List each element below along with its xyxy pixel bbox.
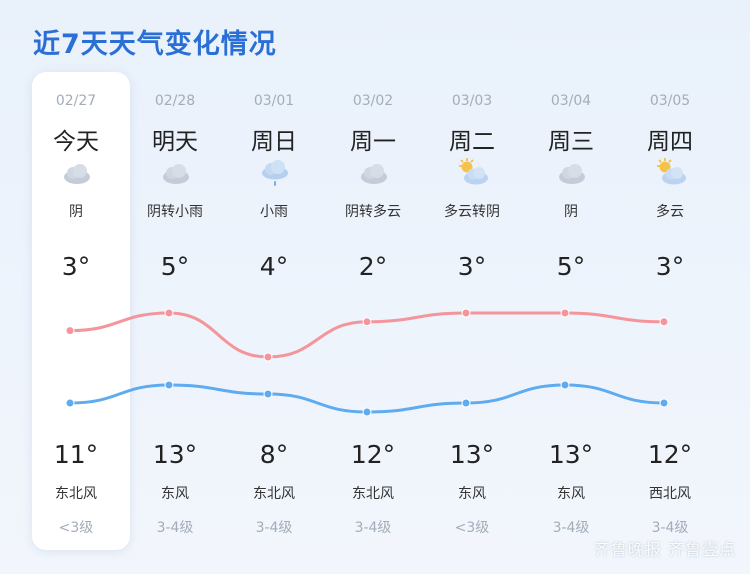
low-temp-point-4 <box>461 398 471 408</box>
day-date: 03/01 <box>253 93 295 109</box>
day-low-temp: 13° <box>449 440 495 469</box>
day-high-temp: 3° <box>61 252 91 281</box>
day-name: 明天 <box>152 129 198 155</box>
day-wind-direction: 东风 <box>458 486 486 502</box>
day-column-1[interactable]: 02/28 明天 阴转小雨 5° 13° 东风 3-4级 <box>125 0 225 574</box>
low-temp-point-5 <box>560 380 570 390</box>
day-high-temp: 2° <box>358 252 388 281</box>
day-condition: 阴 <box>69 204 83 220</box>
day-condition: 阴 <box>564 204 578 220</box>
cloudy-icon <box>60 156 94 190</box>
day-high-temp: 5° <box>160 252 190 281</box>
partly-cloudy-icon <box>654 156 688 190</box>
day-wind-level: 3-4级 <box>354 520 392 536</box>
day-wind-level: <3级 <box>58 520 94 536</box>
high-temp-point-6 <box>659 317 669 327</box>
day-date: 03/04 <box>550 93 592 109</box>
day-column-0[interactable]: 02/27 今天 阴 3° 11° 东北风 <3级 <box>26 0 126 574</box>
light-rain-icon <box>258 156 292 190</box>
day-date: 02/28 <box>154 93 196 109</box>
watermark: 齐鲁晚报 齐鲁壹点 <box>593 540 736 559</box>
high-temp-point-1 <box>164 308 174 318</box>
day-date: 03/03 <box>451 93 493 109</box>
day-wind-direction: 西北风 <box>649 486 691 502</box>
day-wind-level: 3-4级 <box>552 520 590 536</box>
day-high-temp: 3° <box>457 252 487 281</box>
day-date: 02/27 <box>55 93 97 109</box>
day-wind-direction: 东风 <box>557 486 585 502</box>
day-wind-direction: 东风 <box>161 486 189 502</box>
low-temp-point-1 <box>164 380 174 390</box>
day-column-3[interactable]: 03/02 周一 阴转多云 2° 12° 东北风 3-4级 <box>323 0 423 574</box>
cloudy-icon <box>357 156 391 190</box>
day-low-temp: 8° <box>259 440 289 469</box>
day-date: 03/05 <box>649 93 691 109</box>
day-wind-direction: 东北风 <box>55 486 97 502</box>
cloudy-icon <box>159 156 193 190</box>
day-high-temp: 4° <box>259 252 289 281</box>
day-low-temp: 12° <box>647 440 693 469</box>
day-date: 03/02 <box>352 93 394 109</box>
day-condition: 多云转阴 <box>444 204 500 220</box>
high-temp-point-2 <box>263 352 273 362</box>
today-highlight-card[interactable] <box>32 72 130 550</box>
day-low-temp: 13° <box>548 440 594 469</box>
day-name: 周二 <box>449 129 495 155</box>
day-low-temp: 11° <box>53 440 99 469</box>
day-low-temp: 13° <box>152 440 198 469</box>
day-high-temp: 5° <box>556 252 586 281</box>
day-name: 今天 <box>53 129 99 155</box>
day-wind-level: 3-4级 <box>156 520 194 536</box>
day-wind-direction: 东北风 <box>352 486 394 502</box>
day-column-2[interactable]: 03/01 周日 小雨 4° 8° 东北风 3-4级 <box>224 0 324 574</box>
day-wind-level: 3-4级 <box>255 520 293 536</box>
day-column-4[interactable]: 03/03 周二 多云转阴 3° 13° 东风 <3级 <box>422 0 522 574</box>
high-temp-point-5 <box>560 308 570 318</box>
low-temp-point-0 <box>65 398 75 408</box>
low-temp-point-3 <box>362 407 372 417</box>
high-temp-point-4 <box>461 308 471 318</box>
partly-cloudy-icon <box>456 156 490 190</box>
day-name: 周一 <box>350 129 396 155</box>
day-column-5[interactable]: 03/04 周三 阴 5° 13° 东风 3-4级 <box>521 0 621 574</box>
high-temp-point-0 <box>65 326 75 336</box>
day-condition: 小雨 <box>260 204 288 220</box>
day-wind-direction: 东北风 <box>253 486 295 502</box>
day-column-6[interactable]: 03/05 周四 多云 3° 12° 西北风 3-4级 <box>620 0 720 574</box>
day-condition: 阴转小雨 <box>147 204 203 220</box>
day-name: 周三 <box>548 129 594 155</box>
low-temp-point-6 <box>659 398 669 408</box>
day-low-temp: 12° <box>350 440 396 469</box>
day-name: 周四 <box>647 129 693 155</box>
day-name: 周日 <box>251 129 297 155</box>
day-condition: 多云 <box>656 204 684 220</box>
day-high-temp: 3° <box>655 252 685 281</box>
day-wind-level: 3-4级 <box>651 520 689 536</box>
page-title: 近7天天气变化情况 <box>33 29 277 60</box>
high-temp-point-3 <box>362 317 372 327</box>
day-condition: 阴转多云 <box>345 204 401 220</box>
low-temp-point-2 <box>263 389 273 399</box>
day-wind-level: <3级 <box>454 520 490 536</box>
cloudy-icon <box>555 156 589 190</box>
